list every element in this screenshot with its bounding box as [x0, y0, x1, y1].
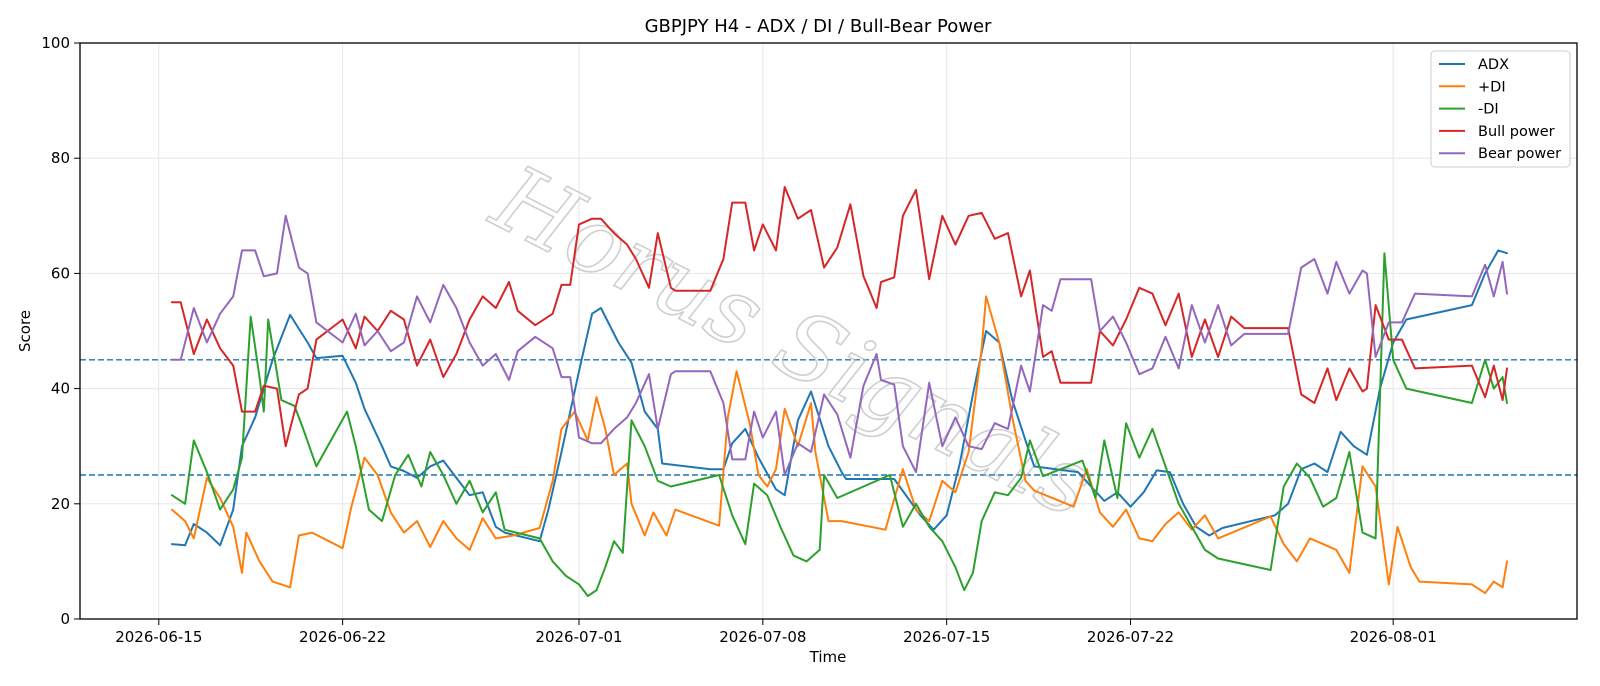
legend-label: +DI [1478, 79, 1506, 95]
x-axis-title: Time [809, 648, 847, 666]
x-tick-label: 2026-06-15 [115, 628, 202, 646]
series-line-bull-power [170, 186, 1508, 448]
series-line-adx [170, 249, 1508, 547]
legend-label: Bear power [1478, 146, 1561, 162]
y-tick-label: 60 [51, 264, 70, 282]
y-tick-label: 0 [60, 610, 70, 628]
y-axis: 0 20 40 60 80 100 [41, 34, 80, 628]
y-tick-label: 80 [51, 149, 70, 167]
legend-label: ADX [1478, 57, 1509, 73]
x-tick-label: 2026-07-15 [903, 628, 990, 646]
y-tick-label: 40 [51, 380, 70, 398]
y-tick-label: 100 [41, 34, 70, 52]
reference-lines [80, 359, 1577, 476]
legend-label: Bull power [1478, 124, 1555, 140]
y-tick-label: 20 [51, 495, 70, 513]
x-tick-label: 2026-07-01 [535, 628, 622, 646]
chart-title: GBPJPY H4 - ADX / DI / Bull-Bear Power [645, 16, 992, 37]
x-tick-label: 2026-06-22 [299, 628, 386, 646]
plot-frame [79, 42, 1578, 620]
series-line-di [170, 252, 1508, 597]
x-tick-label: 2026-07-22 [1087, 628, 1174, 646]
series-line-bear-power [170, 214, 1508, 476]
legend-label: -DI [1478, 102, 1499, 118]
series-lines [170, 186, 1508, 597]
x-tick-label: 2026-07-08 [719, 628, 806, 646]
y-axis-title: Score [16, 310, 34, 352]
x-axis: 2026-06-15 2026-06-22 2026-07-01 2026-07-08… [115, 619, 1437, 646]
series-line-di [170, 295, 1508, 595]
legend-box [1430, 50, 1571, 168]
legend: ADX +DI -DI Bull power Bear power [1430, 50, 1571, 168]
x-tick-label: 2026-08-01 [1350, 628, 1437, 646]
